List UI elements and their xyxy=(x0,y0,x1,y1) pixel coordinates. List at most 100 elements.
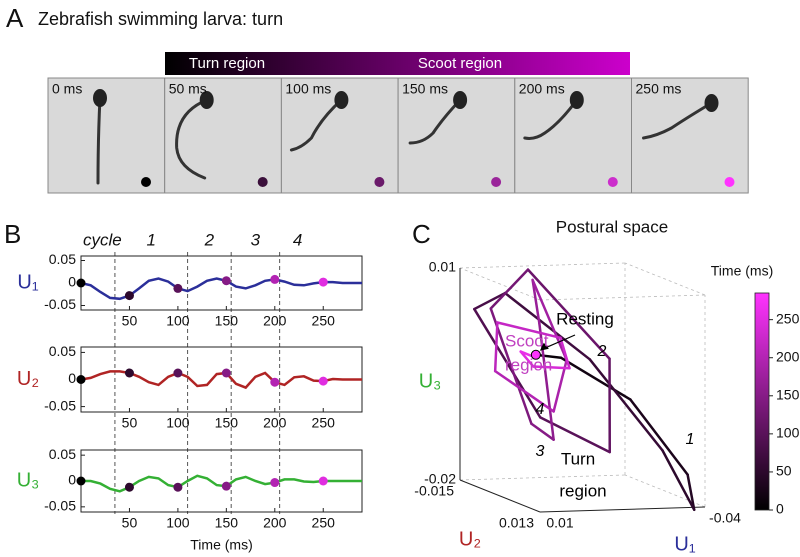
x-tick-label: 50 xyxy=(122,515,138,531)
y-tick-label: -0.05 xyxy=(44,397,76,413)
panel-title: Zebrafish swimming larva: turn xyxy=(38,9,283,29)
y-tick-label: -0.015 xyxy=(414,483,454,499)
larva-head xyxy=(453,91,468,109)
annotation: 1 xyxy=(686,431,695,448)
trajectory-segment xyxy=(473,307,542,419)
frame-label: 250 ms xyxy=(636,81,682,97)
trajectory-segment xyxy=(532,365,571,370)
region-bar xyxy=(165,52,630,75)
time-dot xyxy=(257,177,268,187)
colorbar-tick-label: 200 xyxy=(776,348,800,364)
time-marker xyxy=(270,478,280,488)
x-tick-label: 150 xyxy=(215,313,239,329)
trajectory-segment xyxy=(629,398,689,476)
annotation: Scoot xyxy=(505,331,549,350)
annotation: 4 xyxy=(536,401,545,418)
frame-label: 200 ms xyxy=(519,81,565,97)
time-marker xyxy=(76,476,86,486)
x-tick-label: 200 xyxy=(263,515,287,531)
colorbar-label: Time (ms) xyxy=(711,263,773,279)
y-tick-label: 0 xyxy=(68,274,76,290)
trajectory-segment xyxy=(559,356,632,401)
cycle-label: cycle xyxy=(83,230,122,249)
time-marker xyxy=(124,291,134,301)
z-tick-label: -0.02 xyxy=(424,471,456,487)
trajectory-segment xyxy=(531,278,568,362)
x-axis-label: Time (ms) xyxy=(190,537,252,553)
time-marker xyxy=(221,368,231,378)
y-axis-label: U₃ xyxy=(17,469,40,491)
box-edge xyxy=(624,262,706,296)
annotation: Turn xyxy=(561,449,595,468)
x-tick-label: 250 xyxy=(312,313,336,329)
annotation: Resting xyxy=(556,309,614,328)
trajectory-segment xyxy=(531,278,541,325)
trajectory-segment xyxy=(496,321,562,340)
x-tick-label: 100 xyxy=(166,313,190,329)
time-marker xyxy=(318,376,328,386)
larva xyxy=(175,98,209,180)
trajectory-segment xyxy=(493,369,555,413)
y-axis-label: U₂ xyxy=(17,368,39,390)
colorbar xyxy=(754,292,770,511)
x-tick-label: 0.01 xyxy=(546,515,573,531)
time-marker xyxy=(76,278,86,288)
larva-head xyxy=(334,91,349,109)
frame-label: 150 ms xyxy=(402,81,448,97)
annotation: 3 xyxy=(536,443,545,460)
colorbar-tick-label: 50 xyxy=(776,463,792,479)
trajectory-segment xyxy=(559,336,571,370)
time-dot xyxy=(491,177,502,187)
bar-label: Turn region xyxy=(189,55,265,72)
y-tick-label: -0.05 xyxy=(44,498,76,514)
arrow-head xyxy=(539,342,549,351)
larva xyxy=(408,98,462,145)
box-edge xyxy=(459,267,541,301)
resting-point xyxy=(530,349,541,360)
bar-label: Scoot region xyxy=(418,55,502,72)
trajectory-segment xyxy=(686,473,696,512)
larva-head xyxy=(704,94,719,112)
trajectory-segment xyxy=(489,268,530,310)
trajectory-segment xyxy=(661,449,696,512)
time-marker xyxy=(318,277,328,287)
x-tick-label: 100 xyxy=(166,415,190,431)
z-tick-label: 0.01 xyxy=(429,259,456,275)
colorbar-tick-label: 0 xyxy=(776,501,784,517)
x-tick-label: 100 xyxy=(166,515,190,531)
time-marker xyxy=(124,368,134,378)
y-tick-label: 0.013 xyxy=(499,515,534,531)
panel-label: A xyxy=(6,3,24,33)
x-tick-label: 250 xyxy=(312,415,336,431)
frame-label: 0 ms xyxy=(52,81,82,97)
x-tick-label: 250 xyxy=(312,515,336,531)
y-tick-label: 0.05 xyxy=(49,251,76,267)
y-tick-label: -0.05 xyxy=(44,296,76,312)
time-marker xyxy=(221,481,231,491)
x-tick-label: -0.04 xyxy=(709,510,741,526)
cycle-number: 4 xyxy=(293,230,302,249)
x-tick-label: 150 xyxy=(215,515,239,531)
trajectory-segment xyxy=(519,350,534,358)
box-edge xyxy=(459,474,626,481)
time-dot xyxy=(141,177,151,187)
box-edge xyxy=(539,294,706,301)
axis-line xyxy=(459,479,541,513)
annotation: 2 xyxy=(597,343,607,360)
trajectory-segment xyxy=(473,291,507,311)
larva-head xyxy=(569,91,584,109)
cycle-number: 2 xyxy=(204,230,215,249)
trajectory-segment xyxy=(493,321,499,373)
panel-label: C xyxy=(412,219,431,249)
x-tick-label: 50 xyxy=(122,313,138,329)
time-marker xyxy=(270,377,280,387)
time-marker xyxy=(76,375,86,384)
chart-title: Postural space xyxy=(556,217,668,236)
frame-label: 50 ms xyxy=(169,81,207,97)
larva xyxy=(642,101,713,140)
time-marker xyxy=(173,368,183,378)
z-axis-label: U₃ xyxy=(419,370,442,392)
trajectory-segment xyxy=(503,291,591,361)
x-tick-label: 200 xyxy=(263,313,287,329)
